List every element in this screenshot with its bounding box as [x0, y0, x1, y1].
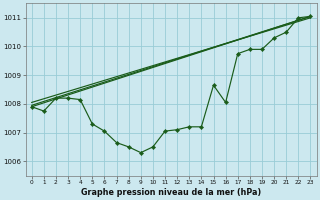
X-axis label: Graphe pression niveau de la mer (hPa): Graphe pression niveau de la mer (hPa): [81, 188, 261, 197]
